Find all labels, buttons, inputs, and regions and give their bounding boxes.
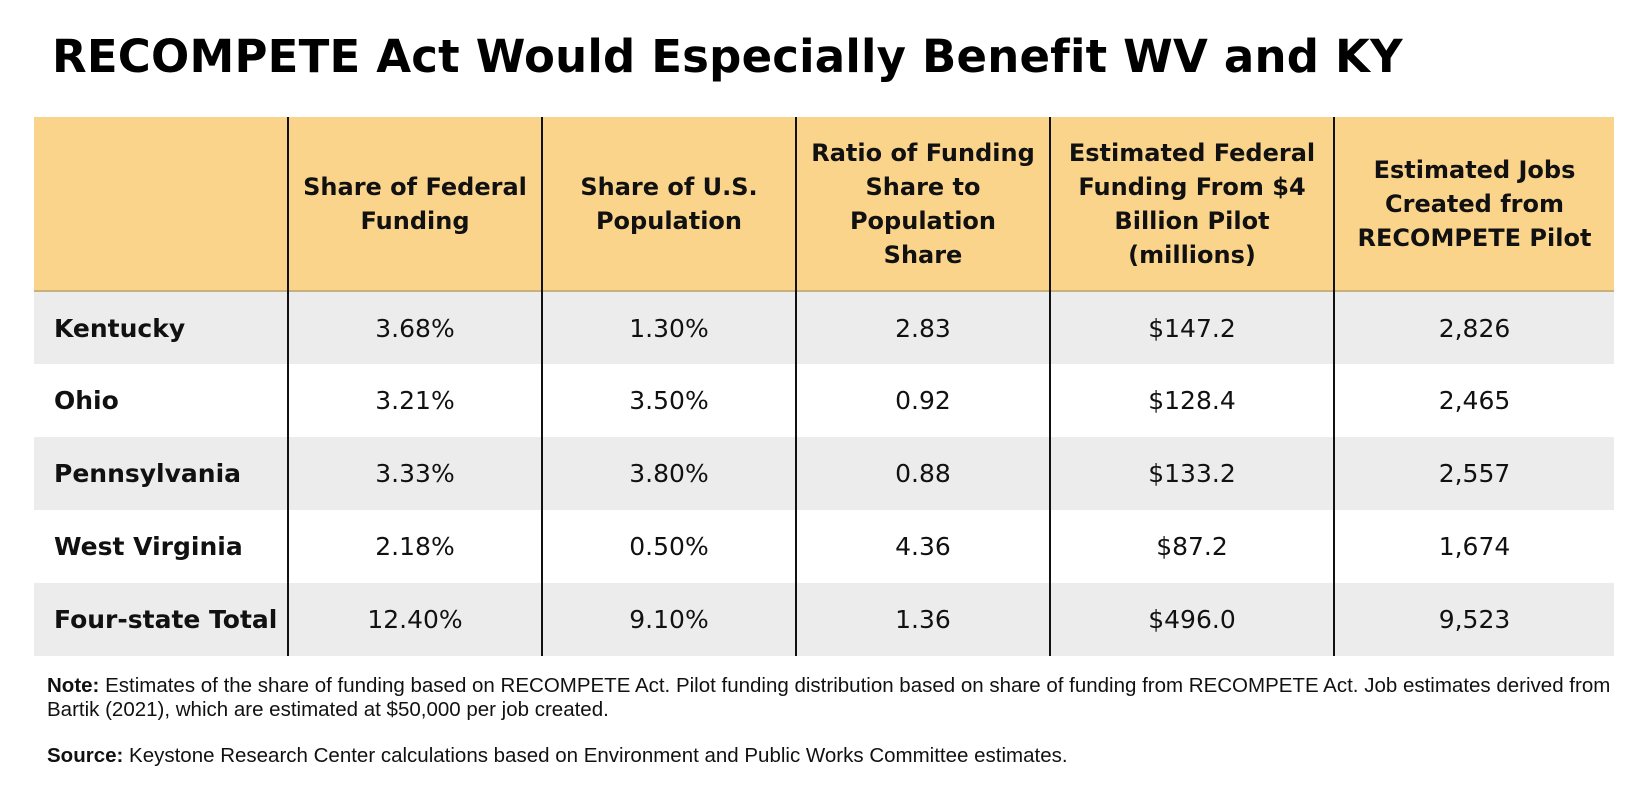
header-cell-share-federal-funding: Share of Federal Funding (287, 117, 542, 291)
note-text: Estimates of the share of funding based … (47, 674, 1611, 721)
header-cell-estimated-funding: Estimated Federal Funding From $4 Billio… (1049, 117, 1334, 291)
table-cell: $128.4 (1049, 364, 1334, 437)
header-cell-ratio: Ratio of Funding Share to Population Sha… (795, 117, 1050, 291)
source-paragraph: Source: Keystone Research Center calcula… (47, 744, 1617, 768)
header-cell-estimated-jobs: Estimated Jobs Created from RECOMPETE Pi… (1333, 117, 1614, 291)
table-cell: 4.36 (795, 510, 1050, 583)
note-label: Note: (47, 674, 100, 697)
table-cell: 2.18% (287, 510, 542, 583)
table-row-total: Four-state Total 12.40% 9.10% 1.36 $496.… (34, 583, 1614, 656)
table-row: West Virginia 2.18% 0.50% 4.36 $87.2 1,6… (34, 510, 1614, 583)
source-label: Source: (47, 744, 124, 767)
table-cell: 2,465 (1333, 364, 1614, 437)
table-cell: 3.21% (287, 364, 542, 437)
state-cell: Pennsylvania (34, 437, 288, 510)
table-cell: 0.92 (795, 364, 1050, 437)
table-cell: 12.40% (287, 583, 542, 656)
note-paragraph: Note: Estimates of the share of funding … (47, 674, 1617, 722)
table-cell: $147.2 (1049, 290, 1334, 364)
source-text: Keystone Research Center calculations ba… (123, 744, 1068, 767)
table-row: Kentucky 3.68% 1.30% 2.83 $147.2 2,826 (34, 290, 1614, 364)
table-cell: 2.83 (795, 290, 1050, 364)
table-cell: 2,826 (1333, 290, 1614, 364)
table-row: Pennsylvania 3.33% 3.80% 0.88 $133.2 2,5… (34, 437, 1614, 510)
table-cell: 1.36 (795, 583, 1050, 656)
header-cell-share-population: Share of U.S. Population (541, 117, 796, 291)
table-cell: 1.30% (541, 290, 796, 364)
table-cell: 9,523 (1333, 583, 1614, 656)
state-cell: Kentucky (34, 290, 288, 364)
table-row: Ohio 3.21% 3.50% 0.92 $128.4 2,465 (34, 364, 1614, 437)
header-row: Share of Federal Funding Share of U.S. P… (34, 117, 1614, 291)
notes-section: Note: Estimates of the share of funding … (47, 674, 1617, 768)
table-cell: $133.2 (1049, 437, 1334, 510)
table-cell: 0.88 (795, 437, 1050, 510)
header-cell-state (34, 117, 288, 291)
state-cell: West Virginia (34, 510, 288, 583)
table-cell: $496.0 (1049, 583, 1334, 656)
table-cell: 3.50% (541, 364, 796, 437)
table-cell: 3.33% (287, 437, 542, 510)
table-cell: $87.2 (1049, 510, 1334, 583)
state-cell: Ohio (34, 364, 288, 437)
table-cell: 9.10% (541, 583, 796, 656)
table-cell: 2,557 (1333, 437, 1614, 510)
state-cell: Four-state Total (34, 583, 288, 656)
table-cell: 1,674 (1333, 510, 1614, 583)
table-cell: 3.80% (541, 437, 796, 510)
table-cell: 3.68% (287, 290, 542, 364)
data-table: Share of Federal Funding Share of U.S. P… (34, 117, 1614, 656)
page-title: RECOMPETE Act Would Especially Benefit W… (52, 30, 1403, 83)
table-cell: 0.50% (541, 510, 796, 583)
